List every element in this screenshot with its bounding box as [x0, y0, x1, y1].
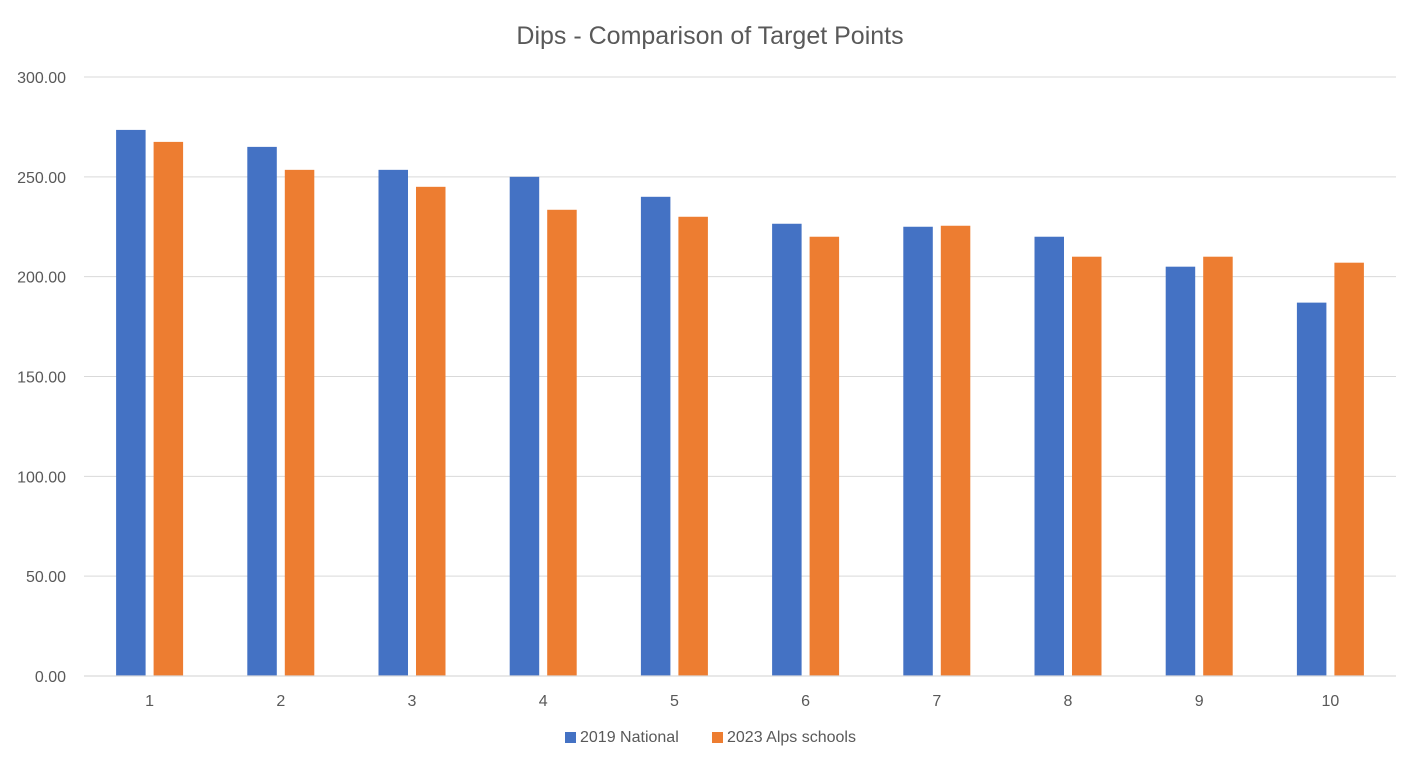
- bar-series-1-8: [1034, 236, 1064, 676]
- x-tick-label: 6: [801, 693, 810, 710]
- chart-title: Dips - Comparison of Target Points: [516, 22, 903, 50]
- bar-series-1-10: [1296, 302, 1327, 676]
- bar-series-2-5: [678, 216, 708, 676]
- bar-series-2-6: [809, 236, 840, 676]
- bar-series-1-1: [116, 129, 146, 676]
- x-tick-label: 5: [670, 693, 679, 710]
- bars: [116, 129, 1364, 677]
- bar-series-1-6: [772, 223, 802, 676]
- bar-series-2-3: [416, 186, 446, 677]
- y-tick-label: 200.00: [17, 270, 66, 287]
- bar-series-1-9: [1165, 266, 1196, 676]
- legend: 2019 National 2023 Alps schools: [565, 729, 856, 746]
- bar-series-1-3: [378, 169, 408, 676]
- bar-series-2-1: [153, 141, 184, 676]
- x-tick-label: 3: [408, 693, 417, 710]
- y-tick-label: 250.00: [17, 170, 66, 187]
- x-tick-label: 1: [145, 693, 154, 710]
- legend-swatch: [565, 732, 576, 743]
- bar-series-2-2: [284, 169, 315, 676]
- x-tick-label: 8: [1064, 693, 1073, 710]
- x-tick-label: 10: [1322, 693, 1340, 710]
- bar-series-2-8: [1072, 256, 1102, 676]
- y-tick-label: 150.00: [17, 370, 66, 387]
- x-tick-label: 2: [276, 693, 285, 710]
- bar-series-2-7: [940, 225, 971, 677]
- y-tick-label: 100.00: [17, 469, 66, 486]
- bar-series-1-7: [903, 226, 933, 676]
- legend-label: 2023 Alps schools: [727, 729, 856, 746]
- bar-series-1-2: [247, 146, 277, 677]
- legend-label: 2019 National: [580, 729, 679, 746]
- x-tick-label: 4: [539, 693, 548, 710]
- y-tick-label: 300.00: [17, 70, 66, 87]
- bar-series-2-10: [1334, 262, 1364, 676]
- legend-swatch: [712, 732, 723, 743]
- bar-series-2-4: [547, 209, 577, 677]
- bar-series-2-9: [1203, 256, 1233, 676]
- x-tick-label: 9: [1195, 693, 1204, 710]
- bar-series-1-5: [640, 196, 671, 677]
- bar-series-1-4: [509, 176, 540, 677]
- y-tick-label: 0.00: [35, 669, 66, 686]
- x-axis: 1 2 3 4 5 6 7 8 9 10: [84, 675, 1396, 710]
- y-tick-label: 50.00: [26, 569, 66, 586]
- x-tick-label: 7: [932, 693, 941, 710]
- y-axis: 0.00 50.00 100.00 150.00 200.00 250.00 300.00: [17, 70, 66, 686]
- gridlines: [84, 76, 1396, 577]
